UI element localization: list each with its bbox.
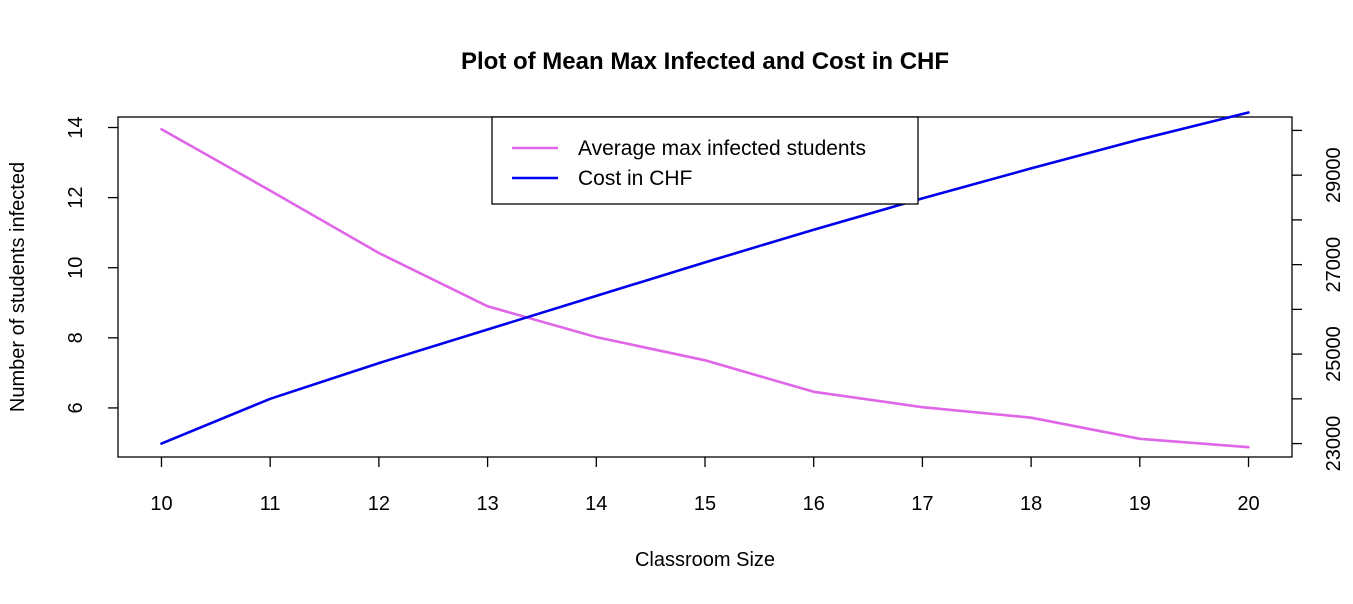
y2-tick-label: 27000 — [1323, 237, 1345, 293]
x-tick-label: 15 — [694, 493, 716, 515]
y-tick-label: 8 — [65, 332, 87, 343]
y2-tick-label: 25000 — [1323, 326, 1345, 382]
x-tick-label: 18 — [1020, 493, 1042, 515]
x-axis-label: Classroom Size — [635, 549, 775, 571]
x-tick-label: 20 — [1237, 493, 1259, 515]
x-tick-label: 16 — [803, 493, 825, 515]
x-tick-label: 17 — [911, 493, 933, 515]
y2-tick-label: 23000 — [1323, 416, 1345, 472]
x-tick-label: 10 — [150, 493, 172, 515]
x-tick-label: 13 — [476, 493, 498, 515]
legend-label-average-max-infected: Average max infected students — [578, 137, 866, 160]
x-tick-label: 14 — [585, 493, 607, 515]
y-tick-label: 10 — [65, 257, 87, 279]
legend-label-cost-chf: Cost in CHF — [578, 167, 692, 190]
legend: Average max infected students Cost in CH… — [491, 116, 919, 205]
y-axis-right: 23000 25000 27000 29000 — [1292, 129, 1345, 472]
y-tick-label: 12 — [65, 186, 87, 208]
y-tick-label: 6 — [65, 402, 87, 413]
y-tick-label: 14 — [65, 116, 87, 138]
series-line-average-max-infected — [160, 128, 1250, 449]
x-tick-label: 12 — [368, 493, 390, 515]
x-tick-label: 19 — [1129, 493, 1151, 515]
x-tick-label: 11 — [260, 493, 281, 515]
y-axis-label: Number of students infected — [7, 162, 29, 412]
legend-box — [491, 116, 919, 205]
y2-tick-label: 29000 — [1323, 147, 1345, 203]
chart-title: Plot of Mean Max Infected and Cost in CH… — [461, 48, 949, 75]
series-lines — [160, 111, 1250, 449]
x-axis: 10 11 12 13 14 15 16 17 18 19 20 — [150, 457, 1260, 515]
series-line-cost-chf — [160, 111, 1250, 445]
y-axis-left: 6 8 10 12 14 — [65, 116, 118, 413]
